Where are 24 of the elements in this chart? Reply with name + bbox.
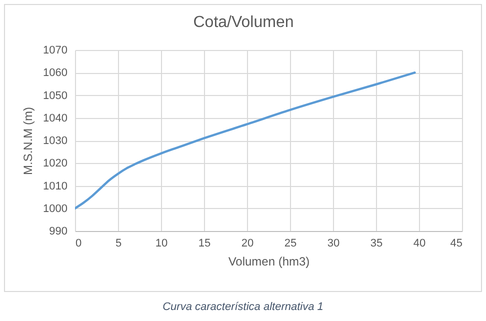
y-tick-label: 1070: [43, 44, 68, 56]
y-tick-label: 1020: [43, 158, 68, 170]
x-tick-label: 0: [76, 238, 82, 250]
x-tick-label: 5: [115, 238, 122, 250]
x-tick-label: 45: [450, 238, 462, 250]
y-tick-label: 990: [49, 226, 68, 238]
y-tick-label: 1030: [43, 135, 68, 147]
line-series: [75, 72, 416, 210]
text: Curva característica alternativa 1: [162, 301, 324, 313]
x-tick-label: 40: [413, 238, 426, 250]
y-tick-label: 1040: [43, 112, 68, 124]
y-tick-label: 1060: [43, 67, 68, 80]
y-tick-label: 1000: [43, 202, 68, 215]
x-tick-label: 15: [198, 238, 211, 250]
x-tick-label: 25: [284, 238, 297, 250]
y-tick-label: 1050: [43, 90, 68, 102]
x-tick-label: 35: [370, 238, 383, 250]
x-axis-title: Volumen (hm3): [228, 254, 310, 268]
x-tick-label: 10: [155, 238, 168, 250]
x-tick-label: 30: [327, 238, 340, 250]
chart-title: Cota/Volumen: [193, 14, 294, 31]
y-axis-title: M.S.N.M (m): [21, 107, 36, 175]
x-tick-label: 20: [241, 238, 254, 250]
y-tick-label: 1010: [43, 180, 68, 192]
